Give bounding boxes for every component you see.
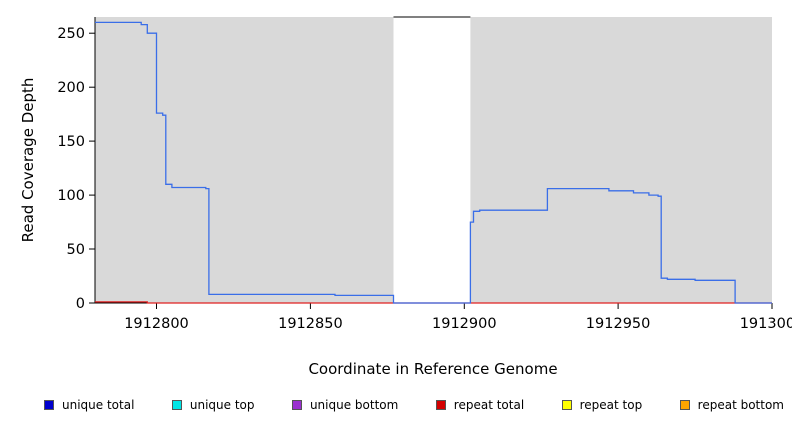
legend-label: unique bottom [309, 398, 399, 412]
legend-label: repeat total [453, 398, 525, 412]
y-tick-label: 150 [57, 134, 85, 150]
y-tick-label: 100 [57, 188, 85, 204]
y-tick-label: 200 [57, 80, 85, 96]
y-tick-label: 250 [57, 26, 85, 42]
y-axis-label: Read Coverage Depth [19, 77, 37, 243]
legend-item: unique bottom [291, 398, 399, 412]
series-unique-total [95, 21, 772, 304]
legend-item: repeat total [435, 398, 525, 412]
x-tick-label: 1912850 [278, 316, 343, 332]
legend-item: unique total [44, 398, 134, 412]
coverage-region [95, 17, 394, 303]
legend: unique total unique top unique bottom repea… [44, 398, 784, 412]
y-tick-label: 0 [76, 296, 85, 312]
legend-swatch [561, 400, 572, 410]
y-tick-label: 50 [67, 242, 85, 258]
legend-swatch [44, 400, 54, 410]
x-axis-label: Coordinate in Reference Genome [308, 360, 558, 378]
legend-swatch [435, 400, 446, 410]
legend-swatch [291, 400, 302, 410]
x-tick-label: 1912950 [586, 316, 651, 332]
coverage-region [470, 17, 772, 303]
legend-item: repeat top [561, 398, 643, 412]
legend-swatch [171, 400, 182, 410]
legend-label: repeat top [579, 398, 643, 412]
legend-label: unique total [62, 398, 135, 412]
x-tick-label: 1912900 [432, 316, 497, 332]
x-tick-label: 1912800 [124, 316, 189, 332]
legend-label: unique top [189, 398, 255, 412]
legend-swatch [679, 400, 690, 410]
legend-item: repeat bottom [679, 398, 784, 412]
legend-label: repeat bottom [697, 398, 784, 412]
legend-item: unique top [171, 398, 255, 412]
